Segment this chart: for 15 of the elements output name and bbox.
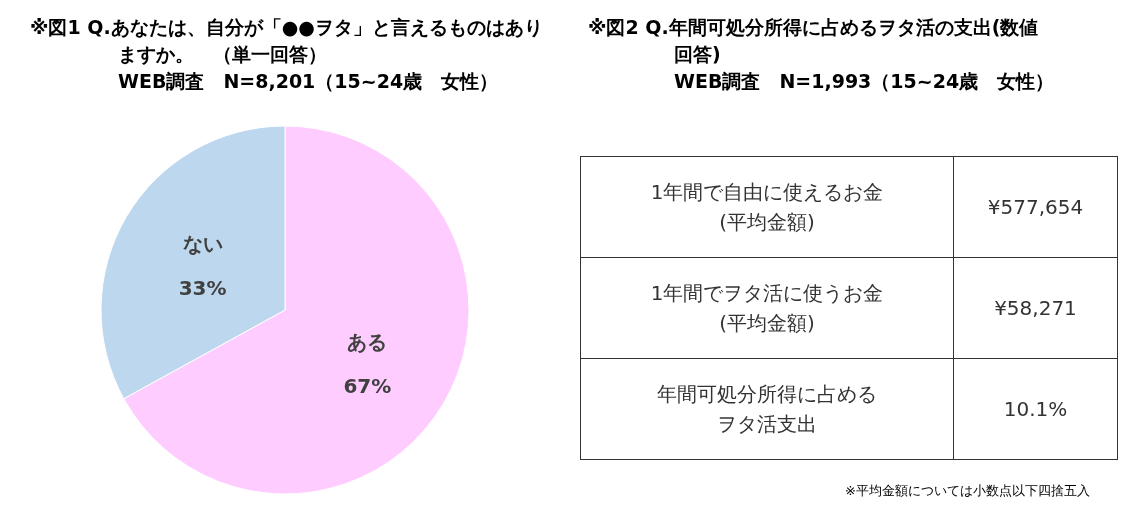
category-label: 1年間で自由に使えるお金(平均金額) [649,179,885,236]
data-label: 67% [343,373,392,398]
data-label: 33% [178,276,227,301]
text: 10.1% [1003,397,1068,421]
category-label: 1年間でヲタ活に使うお金(平均金額) [649,280,885,337]
text: ¥577,654 [987,195,1084,219]
text: ※平均金額については小数点以下四捨五入 [845,482,1090,500]
chart-subtitle: WEB調査 N=8,201（15~24歳 女性） [118,69,499,94]
category-label: 年間可処分所得に占めるヲタ活支出 [656,381,878,438]
text: ※図2 Q.年間可処分所得に占めるヲタ活の支出(数値回答) [588,15,1040,67]
slice-label: ない [182,232,223,257]
chart-title: ※図1 Q.あなたは、自分が「●●ヲタ」と言えるものはありますか。 （単一回答） [30,15,544,67]
slice-label: ある [347,329,388,354]
text: WEB調査 N=1,993（15~24歳 女性） [674,69,1055,94]
text: ¥58,271 [994,296,1077,320]
